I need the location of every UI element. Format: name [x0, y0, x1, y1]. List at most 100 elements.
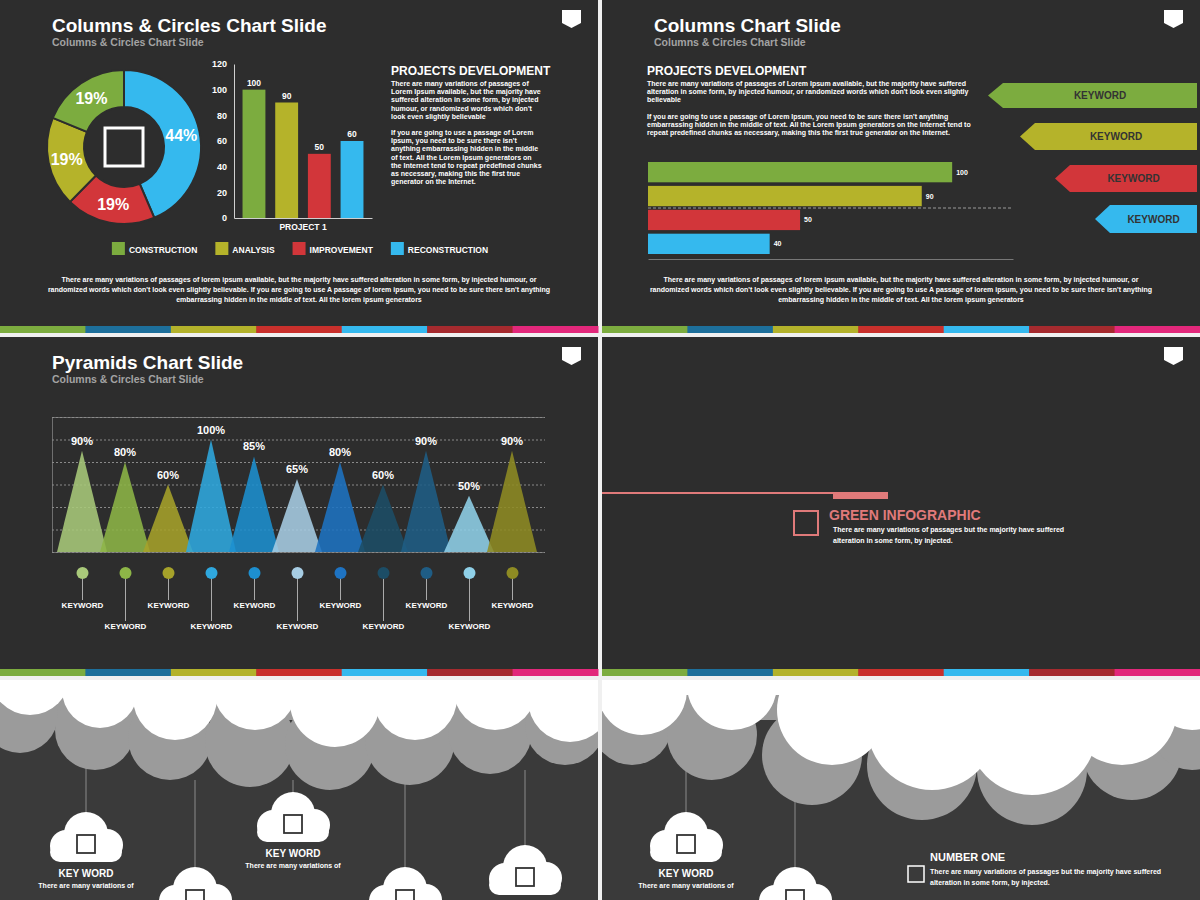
icon-box: [908, 866, 924, 882]
cloud-puff: [1152, 680, 1200, 730]
x-axis: [649, 259, 1014, 260]
cloud-base: [650, 842, 722, 862]
data-label: 19%: [51, 151, 83, 168]
color-strip: [1029, 669, 1115, 676]
color-strip: [85, 326, 171, 333]
tick: 20: [217, 188, 234, 198]
tick: KEYWORD: [449, 567, 491, 631]
slide-title: Columns Chart Slide: [654, 15, 841, 36]
slide-background: [602, 0, 1200, 333]
color-strip: [1115, 326, 1200, 333]
hanging-line: [195, 780, 196, 875]
keyword-dot: [507, 567, 519, 579]
tick: KEYWORD: [62, 567, 104, 610]
cloud-puff: [373, 680, 457, 740]
cloud-square: [396, 890, 414, 900]
text-line: There are many variations of passages bu…: [930, 868, 1161, 876]
cloud-puff: [0, 680, 70, 715]
tick: KEYWORD: [277, 567, 319, 631]
data-label: 60: [347, 129, 357, 139]
color-strip: [858, 326, 944, 333]
divider-line: [648, 208, 1013, 209]
hanging-line: [405, 780, 406, 875]
cloud-puff: [133, 680, 217, 740]
cloud-square: [786, 890, 804, 900]
hanging-line: [525, 770, 526, 850]
grid-line: [52, 440, 545, 441]
legend-label: CONSTRUCTION: [129, 245, 197, 255]
plot-area: [648, 162, 952, 254]
keyword-label: KEYWORD: [1090, 131, 1142, 142]
cloud-square: [516, 868, 534, 886]
infographic-text: There are many variations of passages bu…: [833, 526, 1064, 545]
tick-label: 20: [217, 188, 227, 198]
data-label: 19%: [75, 90, 107, 107]
data-label: 90: [926, 193, 934, 200]
item-text: There are many variations of: [638, 882, 734, 890]
tick-stem: [383, 573, 384, 621]
bar: [648, 210, 800, 230]
cloud-puff: [687, 680, 777, 730]
plot-area: [57, 440, 537, 553]
tick-label: 0: [222, 213, 227, 223]
color-strip: [1029, 326, 1115, 333]
axis-line: [235, 218, 373, 219]
text-line: embarrassing hidden in the middle of tex…: [647, 121, 971, 129]
bar-chart: 020406080100120PROJECT 1100905060: [212, 59, 373, 232]
heading: PROJECTS DEVELOPMENT: [647, 64, 807, 78]
cloud-base: [50, 842, 122, 862]
axis-line: [649, 259, 1014, 260]
data-label: 100: [247, 78, 261, 88]
slide: Columns Chart SlideColumns & Circles Cha…: [602, 0, 1200, 333]
text-line: Ipsum, you need to be sure there isn't: [391, 137, 517, 145]
pyramid: [315, 462, 365, 552]
footer-text: There are many variations of passages of…: [48, 276, 550, 304]
tick: KEYWORD: [105, 567, 147, 631]
cloud-icon: [159, 867, 232, 900]
data-label: 80%: [114, 446, 136, 458]
tick-label: 40: [217, 162, 227, 172]
center-icon: [105, 128, 143, 166]
text-line: There are many variations of passages of: [391, 80, 529, 88]
slide-subtitle: Columns & Circles Chart Slide: [52, 373, 204, 385]
color-strip: [773, 326, 859, 333]
color-strip: [342, 669, 428, 676]
color-strip: [0, 326, 86, 333]
text-line: alteration in some form, by injected hum…: [647, 88, 968, 96]
text-line: look even slightly believable: [391, 113, 486, 121]
keyword-label: KEYWORD: [1107, 173, 1159, 184]
tick: KEYWORD: [492, 567, 534, 610]
color-strip: [427, 326, 513, 333]
cloud-layer: [602, 680, 1200, 825]
cloud-puff: [528, 680, 598, 742]
item-text: There are many variations of: [38, 882, 134, 890]
slide-subtitle: Columns & Circles Chart Slide: [52, 36, 204, 48]
color-strip: [0, 669, 86, 676]
color-strip: [256, 669, 342, 676]
data-label: 90%: [501, 435, 523, 447]
legend-item: RECONSTRUCTION: [391, 242, 488, 255]
cloud-puff: [62, 680, 138, 728]
keyword-dot: [421, 567, 433, 579]
paragraph: There are many variations of passages of…: [647, 80, 968, 103]
bar: [341, 141, 364, 218]
slide: Columns & Circles Chart SlideColumns & C…: [0, 0, 599, 333]
keyword-arrow: [1055, 165, 1197, 192]
tick-label: 60: [217, 136, 227, 146]
text-line: There are many variations of passages bu…: [833, 526, 1064, 534]
cloud-icon: [650, 812, 723, 862]
data-label: 100%: [197, 424, 225, 436]
cloud-puff: [290, 680, 380, 747]
item-title: KEY WORD: [266, 848, 321, 859]
item-title: KEY WORD: [659, 868, 714, 879]
text-line: believable: [647, 96, 681, 103]
keyword-dot: [378, 567, 390, 579]
pyramid: [186, 440, 236, 553]
heading: PROJECTS DEVELOPMENT: [391, 64, 551, 78]
cloud-base: [489, 875, 561, 895]
x-axis: PROJECT 1: [235, 219, 373, 233]
keyword-dot: [335, 567, 347, 579]
color-strip: [171, 326, 257, 333]
pyramid: [272, 479, 322, 552]
keyword-dot: [77, 567, 89, 579]
